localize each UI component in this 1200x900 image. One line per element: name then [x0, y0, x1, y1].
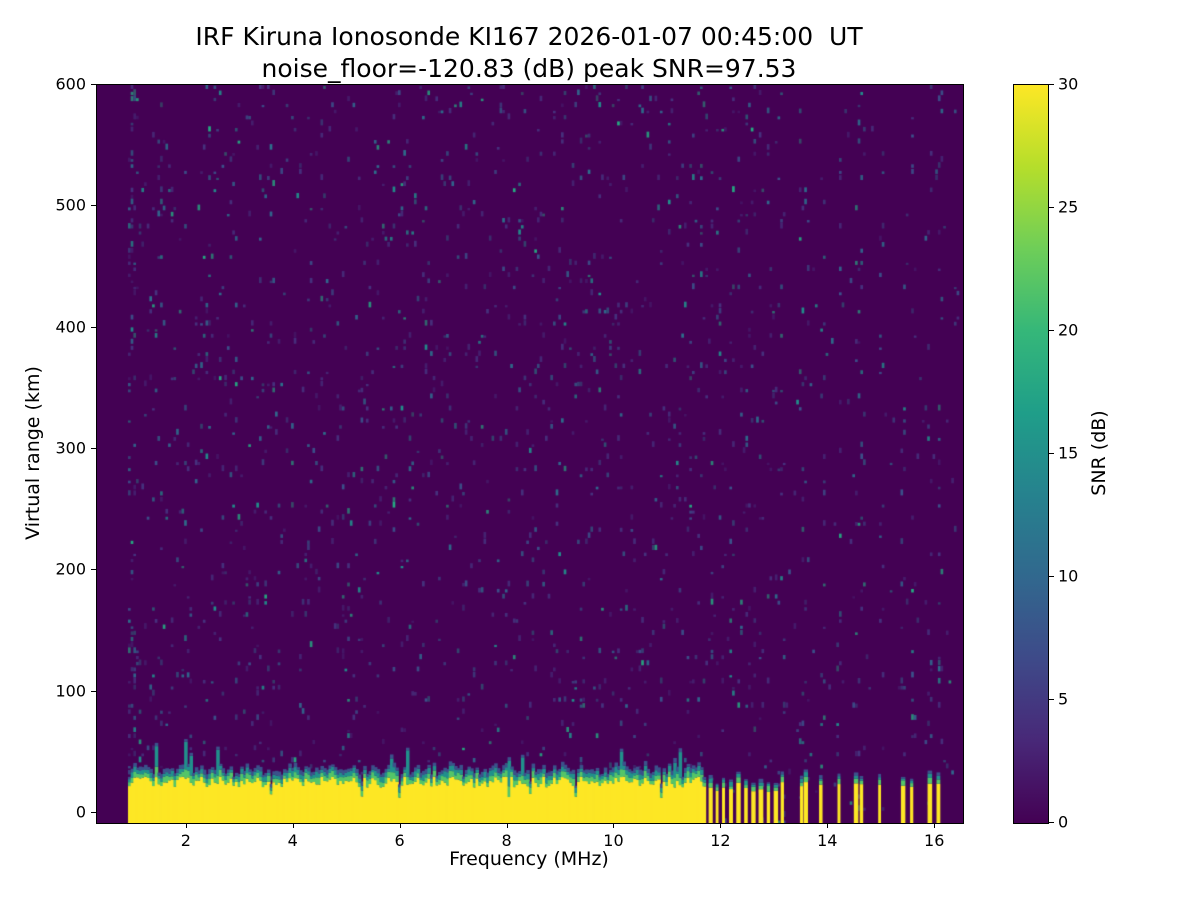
- y-tick-label: 400: [55, 317, 86, 337]
- x-tick-mark: [934, 823, 936, 828]
- x-tick-label: 10: [603, 831, 624, 850]
- colorbar-tick-label: 30: [1058, 74, 1079, 94]
- x-tick-label: 12: [710, 831, 731, 850]
- x-tick-label: 8: [501, 831, 512, 850]
- colorbar-tick-mark: [1049, 822, 1054, 823]
- x-tick-mark: [399, 823, 401, 828]
- chart-subtitle: noise_floor=-120.83 (dB) peak SNR=97.53: [261, 54, 797, 83]
- colorbar-tick-label: 20: [1058, 320, 1079, 340]
- colorbar: [1013, 84, 1049, 824]
- y-tick-label: 500: [55, 195, 86, 215]
- colorbar-tick-mark: [1049, 453, 1054, 454]
- colorbar-tick-mark: [1049, 84, 1054, 85]
- y-tick-label: 100: [55, 681, 86, 701]
- heatmap-canvas: [97, 85, 963, 823]
- x-tick-mark: [720, 823, 722, 828]
- y-tick-mark: [91, 326, 96, 328]
- colorbar-tick-label: 15: [1058, 443, 1079, 463]
- y-tick-label: 600: [55, 74, 86, 94]
- x-tick-mark: [506, 823, 508, 828]
- colorbar-tick-mark: [1049, 576, 1054, 577]
- y-tick-mark: [91, 447, 96, 449]
- x-tick-label: 16: [924, 831, 945, 850]
- x-tick-label: 6: [394, 831, 405, 850]
- colorbar-label: SNR (dB): [1088, 410, 1110, 496]
- x-tick-label: 14: [817, 831, 838, 850]
- x-tick-mark: [185, 823, 187, 828]
- x-tick-mark: [292, 823, 294, 828]
- x-tick-mark: [827, 823, 829, 828]
- x-tick-label: 2: [180, 831, 191, 850]
- x-tick-mark: [613, 823, 615, 828]
- chart-title: IRF Kiruna Ionosonde KI167 2026-01-07 00…: [195, 22, 863, 51]
- colorbar-tick-mark: [1049, 330, 1054, 331]
- y-tick-mark: [91, 84, 96, 85]
- y-tick-mark: [91, 690, 96, 692]
- y-tick-label: 0: [75, 802, 86, 822]
- colorbar-tick-mark: [1049, 699, 1054, 700]
- y-axis-label: Virtual range (km): [22, 366, 44, 540]
- y-tick-label: 300: [55, 438, 86, 458]
- y-tick-mark: [91, 205, 96, 207]
- y-tick-mark: [91, 569, 96, 571]
- colorbar-tick-mark: [1049, 207, 1054, 208]
- colorbar-tick-label: 0: [1058, 812, 1069, 832]
- plot-area: [96, 84, 964, 824]
- y-tick-mark: [91, 811, 96, 813]
- colorbar-tick-label: 10: [1058, 566, 1079, 586]
- x-tick-label: 4: [287, 831, 298, 850]
- colorbar-tick-label: 25: [1058, 197, 1079, 217]
- y-tick-label: 200: [55, 559, 86, 579]
- x-axis-label: Frequency (MHz): [449, 848, 609, 870]
- colorbar-tick-label: 5: [1058, 689, 1069, 709]
